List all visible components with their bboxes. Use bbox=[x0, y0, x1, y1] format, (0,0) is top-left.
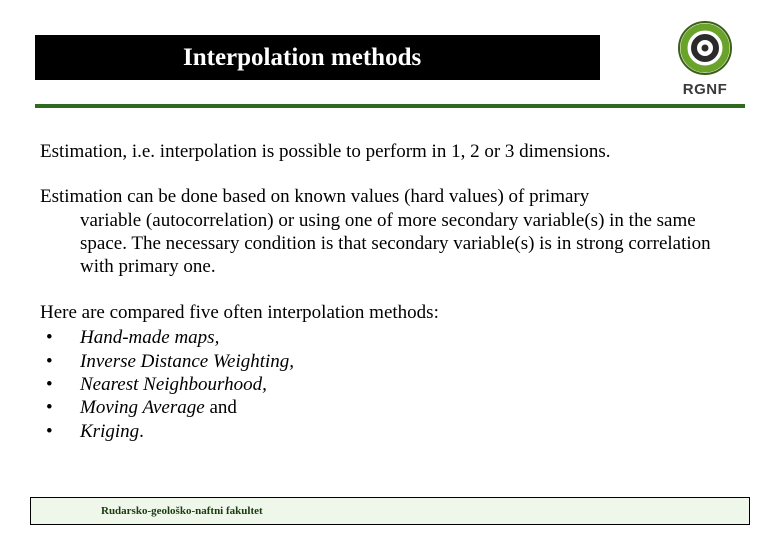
list-item: Inverse Distance Weighting, bbox=[40, 350, 740, 373]
footer-text: Rudarsko-geološko-naftni fakultet bbox=[101, 505, 263, 517]
paragraph-2: Estimation can be done based on known va… bbox=[40, 185, 740, 278]
slide-title: Interpolation methods bbox=[183, 44, 421, 72]
logo: RGNF bbox=[655, 18, 755, 98]
list-item: Hand-made maps, bbox=[40, 326, 740, 349]
method-list: Hand-made maps, Inverse Distance Weighti… bbox=[40, 326, 740, 443]
list-item: Kriging. bbox=[40, 420, 740, 443]
paragraph-1: Estimation, i.e. interpolation is possib… bbox=[40, 140, 740, 163]
body-content: Estimation, i.e. interpolation is possib… bbox=[40, 140, 740, 443]
slide: Interpolation methods RGNF Estimation, i… bbox=[0, 0, 780, 540]
target-icon bbox=[675, 18, 735, 78]
divider bbox=[35, 104, 745, 108]
footer-bar: Rudarsko-geološko-naftni fakultet bbox=[30, 497, 750, 525]
list-intro: Here are compared five often interpolati… bbox=[40, 301, 740, 324]
title-bar: Interpolation methods bbox=[35, 35, 600, 80]
p2-lead: Estimation can be done based on known va… bbox=[40, 186, 589, 207]
list-item: Nearest Neighbourhood, bbox=[40, 373, 740, 396]
logo-label: RGNF bbox=[655, 81, 755, 98]
list-item: Moving Average and bbox=[40, 396, 740, 419]
p2-rest: variable (autocorrelation) or using one … bbox=[40, 209, 740, 279]
